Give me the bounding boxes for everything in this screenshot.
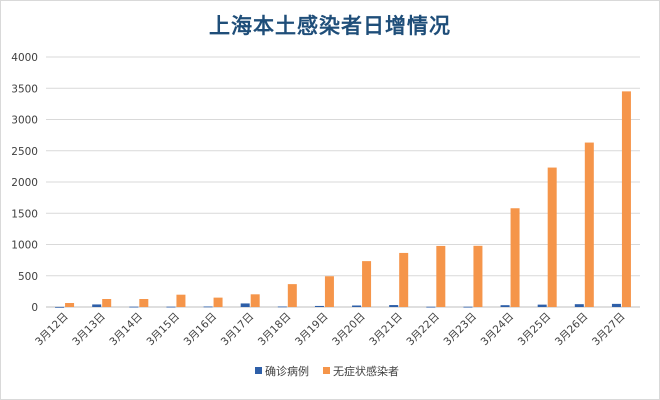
x-tick-label: 3月20日: [330, 311, 368, 349]
y-tick-label: 3500: [11, 83, 38, 95]
y-tick-label: 1000: [11, 240, 38, 252]
bar-confirmed: [463, 306, 473, 308]
bars: [55, 91, 631, 308]
bar-confirmed: [277, 306, 287, 308]
bar-confirmed: [92, 304, 102, 307]
y-tick-label: 3000: [11, 115, 38, 127]
bar-confirmed: [203, 306, 213, 308]
bar-asymptomatic: [510, 208, 520, 307]
x-tick-label: 3月19日: [293, 311, 331, 349]
legend-swatch: [255, 367, 262, 374]
x-axis-ticks: 3月12日 3月13日 3月14日 3月15日 3月16日 3月17日 3月18日 3月19日…: [33, 311, 627, 349]
x-tick-label: 3月17日: [219, 311, 257, 349]
legend-swatch: [323, 367, 330, 374]
bar-confirmed: [389, 305, 399, 307]
y-tick-label: 2500: [11, 146, 38, 158]
x-tick-label: 3月13日: [70, 311, 108, 349]
bar-confirmed: [352, 305, 362, 307]
bar-confirmed: [314, 305, 324, 307]
legend-label: 确诊病例: [265, 364, 309, 378]
bar-asymptomatic: [584, 142, 594, 307]
bar-asymptomatic: [621, 91, 631, 307]
bar-confirmed: [611, 303, 621, 307]
chart-title: 上海本土感染者日增情况: [209, 13, 451, 38]
bar-asymptomatic: [102, 299, 112, 307]
bar-asymptomatic: [287, 284, 297, 307]
bar-confirmed: [537, 304, 547, 307]
bar-asymptomatic: [473, 245, 483, 307]
x-tick-label: 3月18日: [256, 311, 294, 349]
y-tick-label: 2000: [11, 177, 38, 189]
x-tick-label: 3月15日: [145, 311, 183, 349]
x-tick-label: 3月16日: [182, 311, 220, 349]
y-tick-label: 500: [18, 271, 38, 283]
bar-asymptomatic: [436, 245, 446, 307]
bar-asymptomatic: [139, 299, 149, 307]
x-tick-label: 3月23日: [442, 311, 480, 349]
bar-confirmed: [129, 306, 139, 308]
y-tick-label: 0: [31, 302, 38, 314]
bar-confirmed: [55, 306, 65, 308]
x-tick-label: 3月26日: [553, 311, 591, 349]
bar-asymptomatic: [176, 294, 186, 307]
bar-asymptomatic: [213, 297, 223, 307]
x-tick-label: 3月25日: [516, 311, 554, 349]
bar-asymptomatic: [362, 261, 372, 307]
bar-confirmed: [240, 303, 250, 307]
x-tick-label: 3月14日: [107, 311, 145, 349]
x-tick-label: 3月21日: [367, 311, 405, 349]
bar-confirmed: [426, 306, 436, 308]
bar-confirmed: [500, 305, 510, 307]
gridlines: [46, 56, 640, 308]
bar-asymptomatic: [65, 303, 75, 307]
y-tick-label: 1500: [11, 208, 38, 220]
legend: 确诊病例 无症状感染者: [255, 364, 399, 378]
x-tick-label: 3月27日: [590, 311, 628, 349]
bar-confirmed: [166, 306, 176, 308]
x-tick-label: 3月24日: [479, 311, 517, 349]
legend-label: 无症状感染者: [333, 364, 399, 378]
bar-asymptomatic: [324, 276, 334, 307]
x-tick-label: 3月22日: [404, 311, 442, 349]
bar-asymptomatic: [547, 167, 557, 307]
bar-asymptomatic: [399, 252, 409, 307]
bar-confirmed: [574, 304, 584, 307]
y-axis-ticks: 0 500 1000 1500 2000 2500 3000 3500 4000: [11, 52, 38, 314]
x-tick-label: 3月12日: [33, 311, 71, 349]
bar-asymptomatic: [250, 294, 260, 307]
y-tick-label: 4000: [11, 52, 38, 64]
